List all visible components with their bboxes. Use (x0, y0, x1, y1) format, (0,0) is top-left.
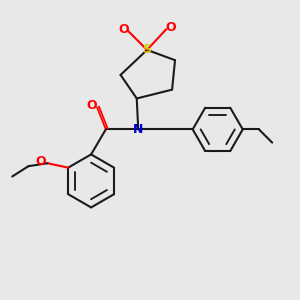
Text: O: O (165, 21, 176, 34)
Text: O: O (36, 155, 46, 168)
Text: O: O (86, 99, 97, 112)
Text: O: O (118, 23, 129, 36)
Text: N: N (133, 123, 143, 136)
Text: S: S (142, 44, 152, 56)
